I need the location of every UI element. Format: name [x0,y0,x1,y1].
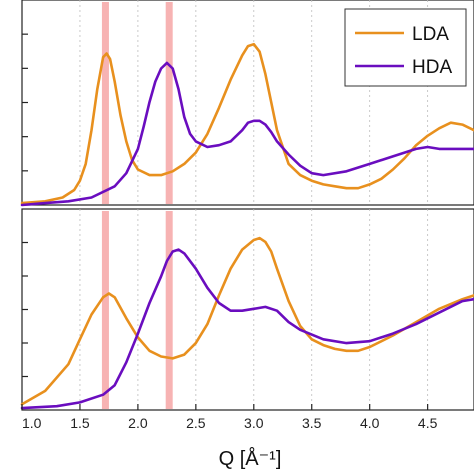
x-tick-label: 3.5 [302,415,322,431]
legend-label-lda: LDA [412,24,449,45]
x-tick-label: 2.5 [186,415,206,431]
series-line-hda [20,248,474,410]
series-line-lda [20,236,474,406]
highlight-band [101,211,109,409]
legend-label-hda: HDA [412,57,452,78]
highlight-band [101,2,109,204]
highlight-band [165,2,173,204]
series-line-lda [20,42,474,205]
highlight-bands [101,2,173,409]
legend-box [344,8,467,87]
x-tick-label: 4.0 [360,415,380,431]
highlight-band [165,211,173,409]
x-tick-label: 1.5 [70,415,90,431]
axis-ticks: 1.0 1.5 2.0 2.5 3.0 3.5 4.0 4.5 [21,33,438,431]
x-tick-label: 3.0 [244,415,264,431]
series-lines [20,42,474,410]
x-tick-label: 2.0 [128,415,148,431]
x-axis-title: Q [Å⁻¹] [219,447,282,470]
x-tick-label: 1.0 [22,415,42,431]
legend: LDA HDA [344,8,467,87]
x-tick-label: 4.5 [418,415,438,431]
series-line-hda [20,61,474,207]
